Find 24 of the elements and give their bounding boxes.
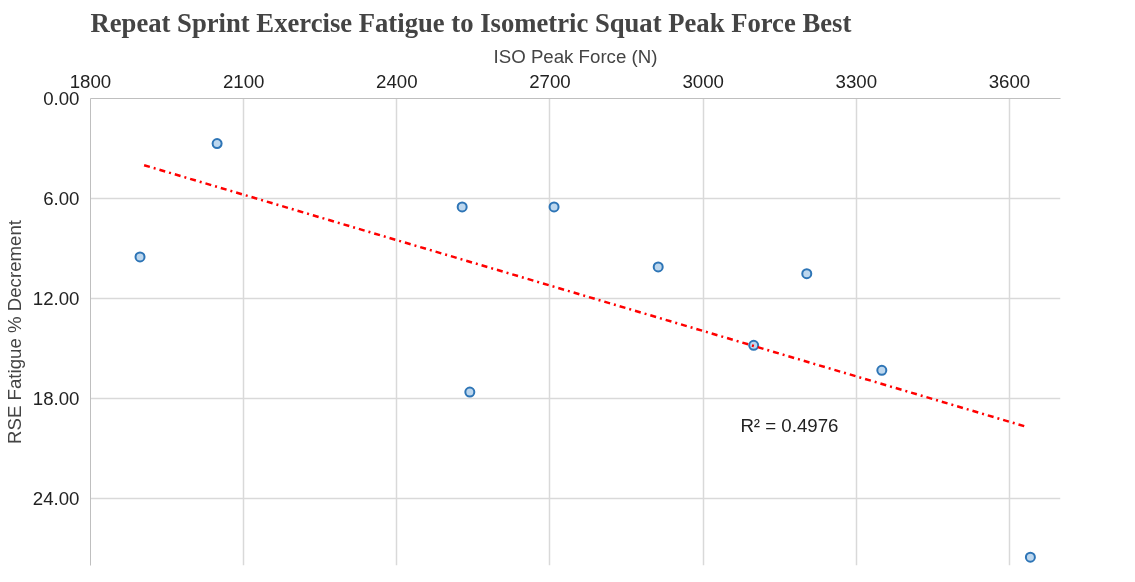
x-tick-label: 2700 — [529, 70, 571, 92]
y-tick-label: 12.00 — [32, 288, 80, 310]
point — [876, 364, 888, 376]
point — [652, 261, 664, 273]
annotation: R² = 0.4976 — [740, 414, 839, 436]
x-tick-label: 2100 — [222, 70, 265, 92]
point — [748, 339, 760, 351]
point — [801, 268, 813, 280]
point — [464, 386, 476, 398]
point — [456, 201, 468, 213]
x-tick-label: 2400 — [376, 70, 418, 92]
y-tick-label: 24.00 — [32, 488, 80, 510]
chart-title: Repeat Sprint Exercise Fatigue to Isometric Squat Peak Force Best — [90, 7, 852, 38]
y-tick-label: 18.00 — [32, 388, 80, 410]
x-axis-title: ISO Peak Force (N) — [493, 45, 658, 67]
point — [134, 251, 146, 263]
x-tick-label: 3600 — [988, 70, 1031, 92]
x-tick-label: 3000 — [682, 70, 724, 92]
y-axis-title: RSE Fatigue % Decrement — [3, 219, 25, 444]
point — [548, 201, 560, 213]
point — [1024, 551, 1036, 563]
x-tick-label: 3300 — [835, 70, 878, 92]
y-tick-label: 6.00 — [43, 188, 80, 210]
point — [211, 138, 223, 150]
